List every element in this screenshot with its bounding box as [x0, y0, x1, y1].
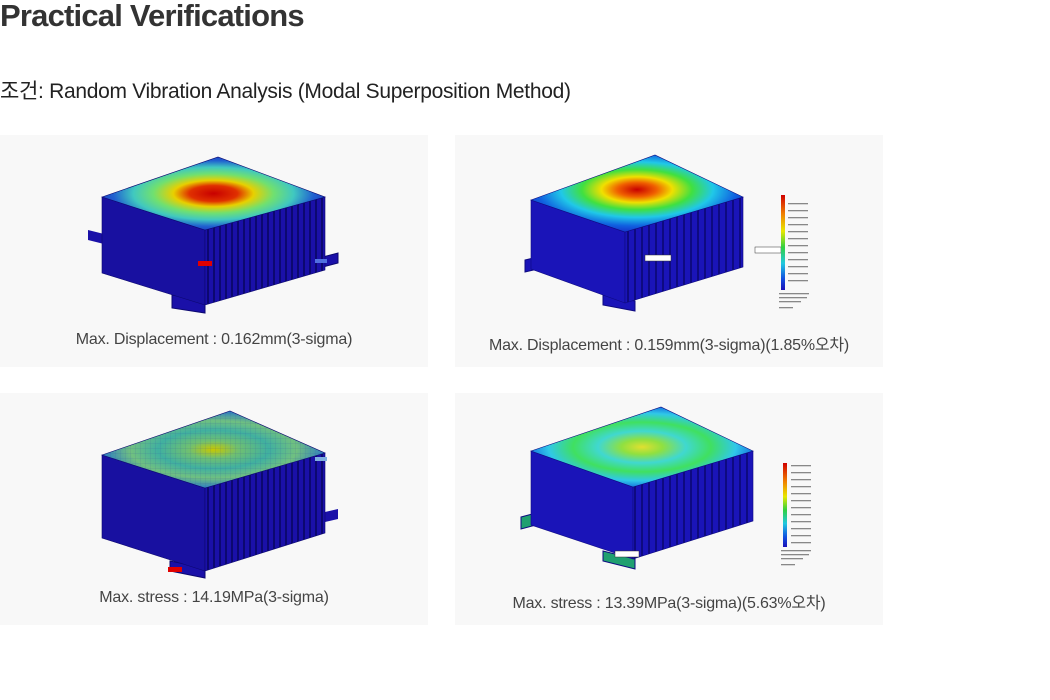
figure-caption: Max. Displacement : 0.159mm(3-sigma)(1.8… [455, 331, 883, 355]
result-card-stress-reference: Max. stress : 14.19MPa(3-sigma) [0, 393, 428, 625]
result-card-displacement-reference: Max. Displacement : 0.162mm(3-sigma) [0, 135, 428, 367]
displacement-contour-plot [0, 135, 428, 325]
figure-caption: Max. stress : 14.19MPa(3-sigma) [0, 589, 428, 607]
color-legend [781, 463, 811, 565]
stress-contour-plot [0, 393, 428, 583]
displacement-contour-plot-with-legend [455, 135, 883, 325]
result-card-displacement-comparison: Max. Displacement : 0.159mm(3-sigma)(1.8… [455, 135, 883, 367]
page-title: Practical Verifications [0, 0, 304, 34]
color-legend [779, 195, 809, 308]
analysis-condition: 조건: Random Vibration Analysis (Modal Sup… [0, 75, 571, 105]
max-marker-icon [198, 261, 212, 266]
figure-caption: Max. stress : 13.39MPa(3-sigma)(5.63%오차) [455, 589, 883, 613]
result-card-stress-comparison: Max. stress : 13.39MPa(3-sigma)(5.63%오차) [455, 393, 883, 625]
stress-contour-plot-with-legend [455, 393, 883, 583]
figure-caption: Max. Displacement : 0.162mm(3-sigma) [0, 331, 428, 349]
